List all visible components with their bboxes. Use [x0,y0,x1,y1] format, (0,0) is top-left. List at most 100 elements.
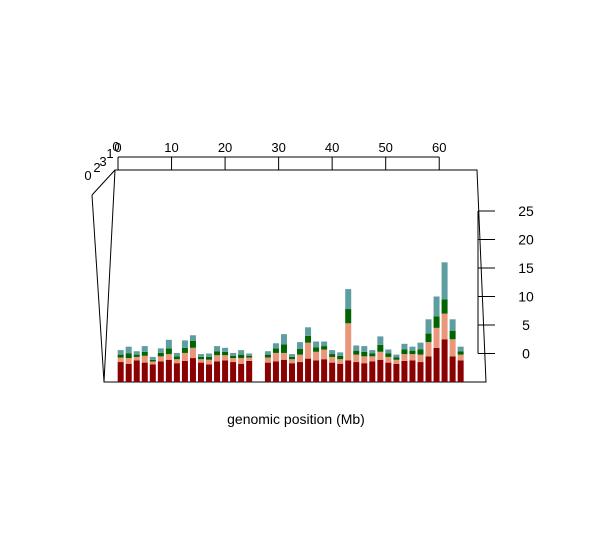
bar-s0-26 [337,363,344,382]
bar-s2-0 [117,354,124,358]
bar-s0-29 [361,363,368,382]
bar-s3-3 [141,346,148,352]
depth-tick-label-4: 0 [112,139,119,154]
bar-s3-4 [149,356,156,360]
bar-s2-27 [345,309,352,324]
bar-s3-14 [230,352,237,356]
bar-s1-39 [441,313,448,340]
bar-s2-31 [377,344,384,352]
bar-s0-27 [345,360,352,382]
bar-s1-37 [425,342,432,357]
bar-s2-25 [329,354,336,357]
bar-s3-16 [246,353,253,356]
bar-s1-19 [280,352,287,360]
bar-s1-12 [214,355,221,362]
bar-s1-24 [321,349,328,360]
bar-s1-34 [401,354,408,361]
bar-s0-5 [157,361,164,382]
bar-s1-16 [246,357,253,361]
bar-s0-13 [222,360,229,382]
bar-s0-4 [149,364,156,382]
bar-s1-21 [297,354,304,363]
bar-s1-8 [181,352,188,361]
bar-s3-33 [393,354,400,358]
box-left-depth-edge [91,169,116,196]
bar-s2-22 [305,335,312,343]
bar-s3-22 [305,327,312,336]
bar-s1-6 [165,354,172,360]
bar-s2-28 [353,350,360,355]
x-tick-label-1: 10 [164,140,178,155]
bar-s1-4 [149,361,156,365]
bar-s1-1 [125,358,132,364]
bar-s1-17 [264,357,271,363]
bar-s3-20 [289,354,295,357]
bar-s1-38 [433,327,440,348]
bar-s3-32 [385,349,392,354]
bar-s1-18 [272,352,279,362]
box-frame [91,169,487,383]
bar-s2-34 [401,349,408,355]
x-tick-label-2: 20 [218,140,232,155]
bar-s3-9 [189,335,196,341]
bar-s2-19 [280,344,287,353]
bar-s3-30 [369,350,376,354]
bar-s1-35 [409,354,416,361]
bar-s1-36 [417,354,424,363]
bar-s0-38 [433,347,440,382]
depth-tick-label-0: 0 [84,168,91,183]
z-tick-label-5: 25 [518,203,534,219]
bar-s3-7 [173,352,180,357]
bar-s2-15 [238,354,245,359]
bar-s2-2 [133,354,140,357]
bar-s1-0 [117,357,124,363]
bar-s2-38 [433,316,440,328]
bar-s2-14 [230,355,237,359]
bar-s2-35 [409,350,416,355]
bar-s0-28 [353,362,360,382]
bar-marks [117,262,464,382]
bar-s2-6 [165,348,172,355]
bar-s1-27 [345,323,352,361]
bar-s3-11 [206,353,213,357]
bar-s2-20 [289,356,295,360]
bar-s3-13 [222,347,229,352]
bar-s3-24 [321,341,328,347]
bar-s1-15 [238,358,245,364]
bar-s1-30 [369,356,376,362]
bar-s2-23 [313,347,320,352]
bar-s1-28 [353,354,360,363]
bar-s0-41 [457,360,464,382]
bar-s0-37 [425,356,432,382]
bar-s1-20 [289,359,295,364]
bar-s2-40 [449,330,456,340]
bar-s0-16 [246,360,253,382]
bar-s3-12 [214,346,221,352]
z-axis: 0 5 10 15 20 25 [477,203,534,362]
bar-s3-1 [125,346,132,354]
bar-s0-12 [214,361,221,382]
bar-s0-14 [230,362,237,382]
bar-s2-33 [393,357,400,360]
bar-s2-8 [181,347,188,353]
bar-s0-24 [321,359,328,382]
bar-s0-7 [173,363,180,382]
bar-s3-5 [157,348,164,353]
bar-s0-30 [369,361,376,382]
depth-tick-label-1: 2 [93,160,100,175]
bar-s0-35 [409,360,416,382]
bar-s2-9 [189,340,196,348]
x-axis: 0 10 20 30 40 50 60 [114,140,446,170]
x-tick-label-4: 40 [325,140,339,155]
bar-s0-1 [125,363,132,382]
bar-s2-36 [417,349,424,355]
bar-s0-33 [393,363,400,382]
x-tick-label-5: 50 [378,140,392,155]
bar-s3-38 [433,296,440,317]
bar-s0-10 [197,362,204,382]
bar-s1-13 [222,355,229,361]
bar-s0-18 [272,361,279,382]
bar-s3-2 [133,351,140,355]
bar-s1-41 [457,354,464,361]
bar-s3-29 [361,346,368,352]
